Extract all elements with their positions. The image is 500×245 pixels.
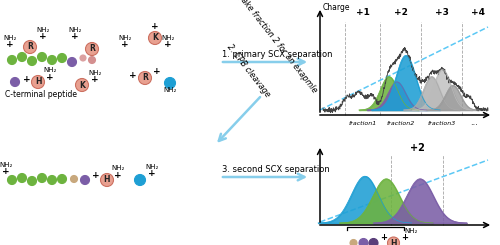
Text: +: +: [114, 171, 122, 180]
Circle shape: [369, 238, 378, 245]
Text: +: +: [380, 233, 387, 242]
Circle shape: [48, 56, 56, 64]
Circle shape: [70, 175, 78, 183]
Text: +3: +3: [434, 8, 448, 17]
Text: +: +: [91, 75, 99, 85]
Text: take fraction 2 for an exapmle: take fraction 2 for an exapmle: [237, 0, 319, 95]
Text: H: H: [104, 175, 110, 184]
Text: +: +: [153, 68, 161, 76]
Text: +1: +1: [356, 8, 370, 17]
Circle shape: [8, 175, 16, 184]
Circle shape: [388, 237, 400, 245]
Circle shape: [24, 40, 36, 53]
Circle shape: [48, 175, 56, 184]
Text: NH₂: NH₂: [44, 67, 57, 73]
Text: NH₂: NH₂: [118, 35, 132, 41]
Text: ...: ...: [470, 118, 478, 127]
Circle shape: [100, 173, 114, 186]
Circle shape: [38, 52, 46, 61]
Text: H: H: [35, 77, 41, 86]
Text: +: +: [2, 168, 10, 176]
Text: H: H: [390, 238, 397, 245]
Text: fraction1: fraction1: [348, 121, 376, 126]
Text: fraction2: fraction2: [386, 121, 414, 126]
Circle shape: [8, 56, 16, 64]
Text: fraction3: fraction3: [428, 121, 456, 126]
Text: +: +: [23, 74, 31, 84]
Text: NH₂: NH₂: [146, 164, 158, 170]
Circle shape: [80, 55, 86, 61]
Text: Charge: Charge: [323, 3, 350, 12]
Text: +: +: [92, 171, 100, 180]
Text: +: +: [401, 233, 408, 242]
Text: NH₂: NH₂: [162, 35, 174, 41]
Circle shape: [88, 57, 96, 63]
Circle shape: [32, 75, 44, 88]
Circle shape: [134, 174, 145, 185]
Circle shape: [359, 238, 368, 245]
Circle shape: [148, 32, 162, 45]
Circle shape: [18, 173, 26, 183]
Text: C-terminal peptide: C-terminal peptide: [5, 90, 77, 99]
Text: +2: +2: [410, 143, 424, 153]
Circle shape: [58, 53, 66, 62]
Text: +: +: [148, 170, 156, 179]
Text: 2. CPB cleavage: 2. CPB cleavage: [225, 43, 272, 99]
Text: NH₂: NH₂: [164, 87, 176, 93]
Text: +2: +2: [394, 8, 407, 17]
Circle shape: [350, 240, 357, 245]
Text: +: +: [6, 40, 14, 49]
Text: K: K: [152, 34, 158, 42]
Circle shape: [80, 175, 90, 184]
Circle shape: [58, 174, 66, 184]
Text: +: +: [164, 40, 172, 49]
Text: NH₂: NH₂: [0, 162, 12, 168]
Circle shape: [76, 78, 88, 91]
Text: +: +: [71, 33, 79, 41]
Circle shape: [10, 77, 20, 86]
Text: NH₂: NH₂: [36, 27, 50, 33]
Text: NH₂: NH₂: [88, 70, 102, 76]
Text: K: K: [79, 81, 85, 89]
Text: +: +: [39, 33, 47, 41]
Circle shape: [18, 52, 26, 61]
Text: R: R: [27, 42, 33, 51]
Text: NH₂: NH₂: [112, 165, 124, 171]
Text: 3. second SCX separation: 3. second SCX separation: [222, 165, 330, 174]
Text: NH₂: NH₂: [68, 27, 82, 33]
Text: R: R: [142, 74, 148, 83]
Circle shape: [28, 176, 36, 185]
Text: R: R: [89, 45, 95, 53]
Text: NH₂: NH₂: [405, 228, 418, 234]
Text: +: +: [151, 23, 159, 32]
Text: NH₂: NH₂: [4, 35, 16, 41]
Circle shape: [38, 173, 46, 183]
Circle shape: [28, 57, 36, 65]
Text: +: +: [121, 40, 129, 49]
Text: +: +: [129, 71, 137, 79]
Text: +4: +4: [470, 8, 484, 17]
Circle shape: [68, 58, 76, 66]
Text: +: +: [46, 73, 54, 82]
Text: 1. primary SCX separation: 1. primary SCX separation: [222, 50, 332, 59]
Circle shape: [138, 72, 151, 85]
Circle shape: [164, 77, 175, 88]
Circle shape: [86, 42, 98, 56]
